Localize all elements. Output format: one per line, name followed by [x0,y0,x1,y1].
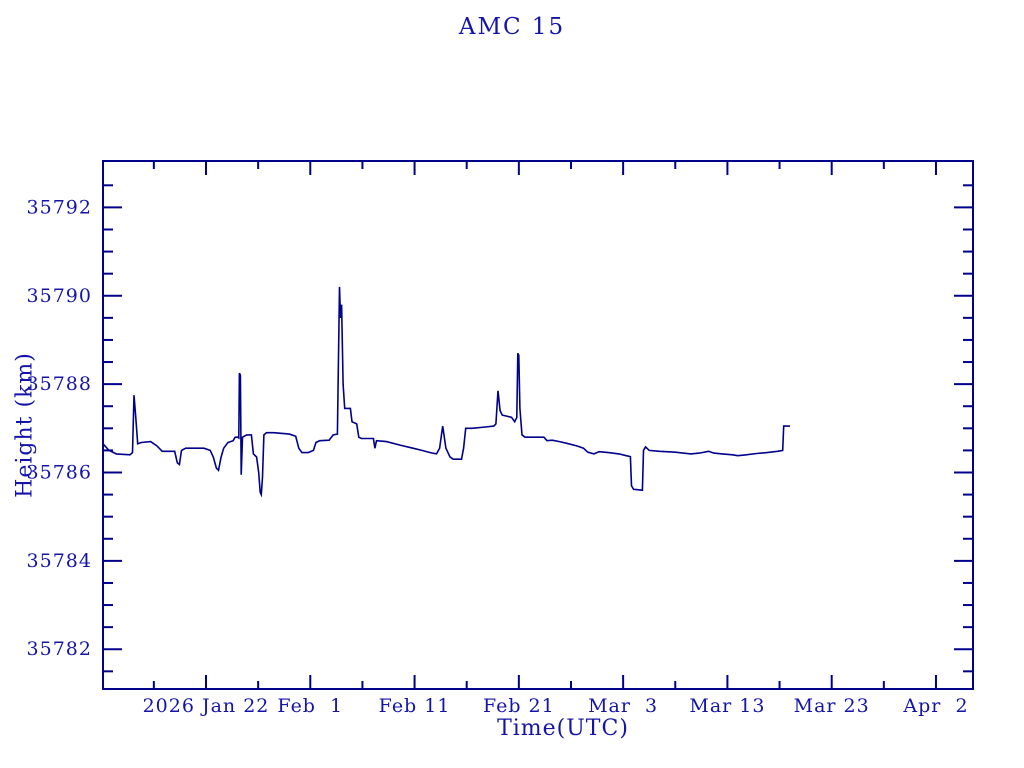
axis-ticks [103,161,973,689]
svg-text:35782: 35782 [27,638,92,660]
svg-text:35786: 35786 [27,461,92,483]
svg-text:35790: 35790 [27,285,92,307]
svg-text:Apr 2: Apr 2 [902,695,968,717]
svg-text:35792: 35792 [27,196,92,218]
svg-text:Mar 3: Mar 3 [588,695,658,717]
svg-text:35784: 35784 [27,550,92,572]
data-series-line [102,286,790,498]
axis-tick-labels: 2026 Jan 22 Feb 1 Feb 11 Feb 21 Mar 3 Mar 13 M… [27,196,968,717]
svg-text:Feb 1: Feb 1 [277,695,343,717]
svg-text:Feb 11: Feb 11 [379,695,451,717]
svg-text:Mar 13: Mar 13 [689,695,765,717]
x-axis-label: Time(UTC) [497,716,629,741]
svg-text:Mar 23: Mar 23 [794,695,870,717]
chart-title: AMC 15 [458,14,566,40]
svg-text:35788: 35788 [27,373,92,395]
svg-text:Feb 21: Feb 21 [483,695,555,717]
plot-frame [102,160,974,690]
svg-text:2026 Jan 22: 2026 Jan 22 [143,695,270,717]
